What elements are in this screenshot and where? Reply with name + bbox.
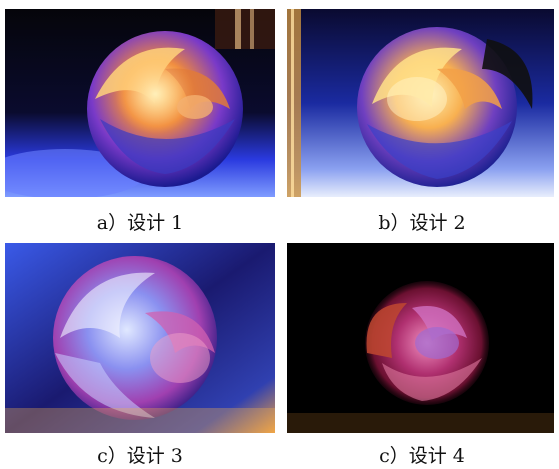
design-2-image <box>287 9 554 197</box>
design-3-caption: c）设计 3 <box>97 445 183 467</box>
design-4-image <box>287 243 554 433</box>
design-2-caption: b）设计 2 <box>378 212 466 234</box>
design-1-caption: a）设计 1 <box>96 212 184 234</box>
design-1-image <box>5 9 275 197</box>
design-4-caption: c）设计 4 <box>379 445 465 467</box>
design-3-image <box>5 243 275 433</box>
